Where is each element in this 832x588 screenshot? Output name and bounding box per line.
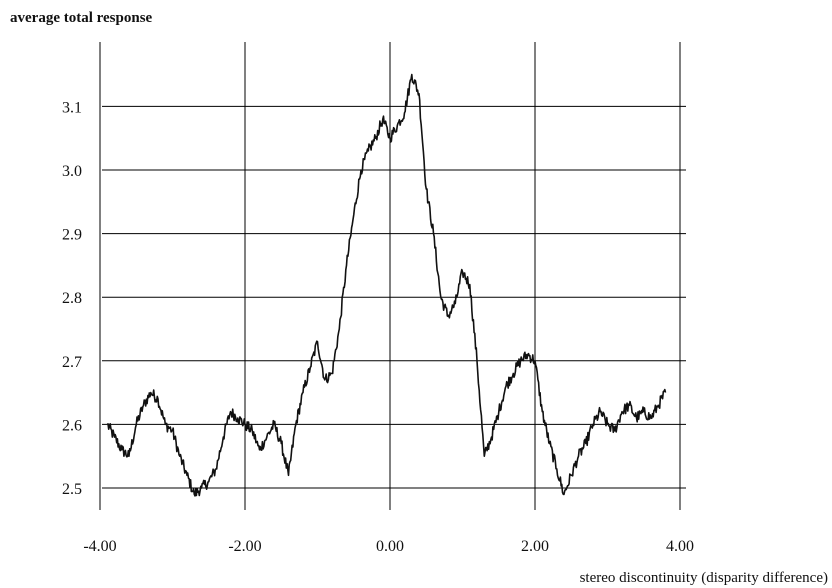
x-tick-label: 0.00: [376, 538, 404, 555]
x-tick-label: 4.00: [666, 538, 694, 555]
series-line: [106, 73, 667, 497]
y-tick-label: 2.6: [62, 417, 82, 434]
tick-labels: 2.5 2.6 2.7 2.8 2.9 3.0 3.1 -4.00 -2.00 0.00 2.00 4…: [62, 99, 694, 555]
x-tick-label: 2.00: [521, 538, 549, 555]
y-tick-label: 2.5: [62, 481, 82, 498]
y-tick-label: 2.7: [62, 354, 82, 371]
x-tick-label: -2.00: [228, 538, 261, 555]
y-tick-label: 3.0: [62, 163, 82, 180]
y-tick-label: 2.9: [62, 227, 82, 244]
grid: [99, 42, 686, 510]
x-tick-label: -4.00: [83, 538, 116, 555]
x-axis-title: stereo discontinuity (disparity differen…: [580, 570, 828, 586]
y-tick-label: 3.1: [62, 99, 82, 116]
y-axis-title: average total response: [10, 10, 153, 26]
y-tick-label: 2.8: [62, 290, 82, 307]
